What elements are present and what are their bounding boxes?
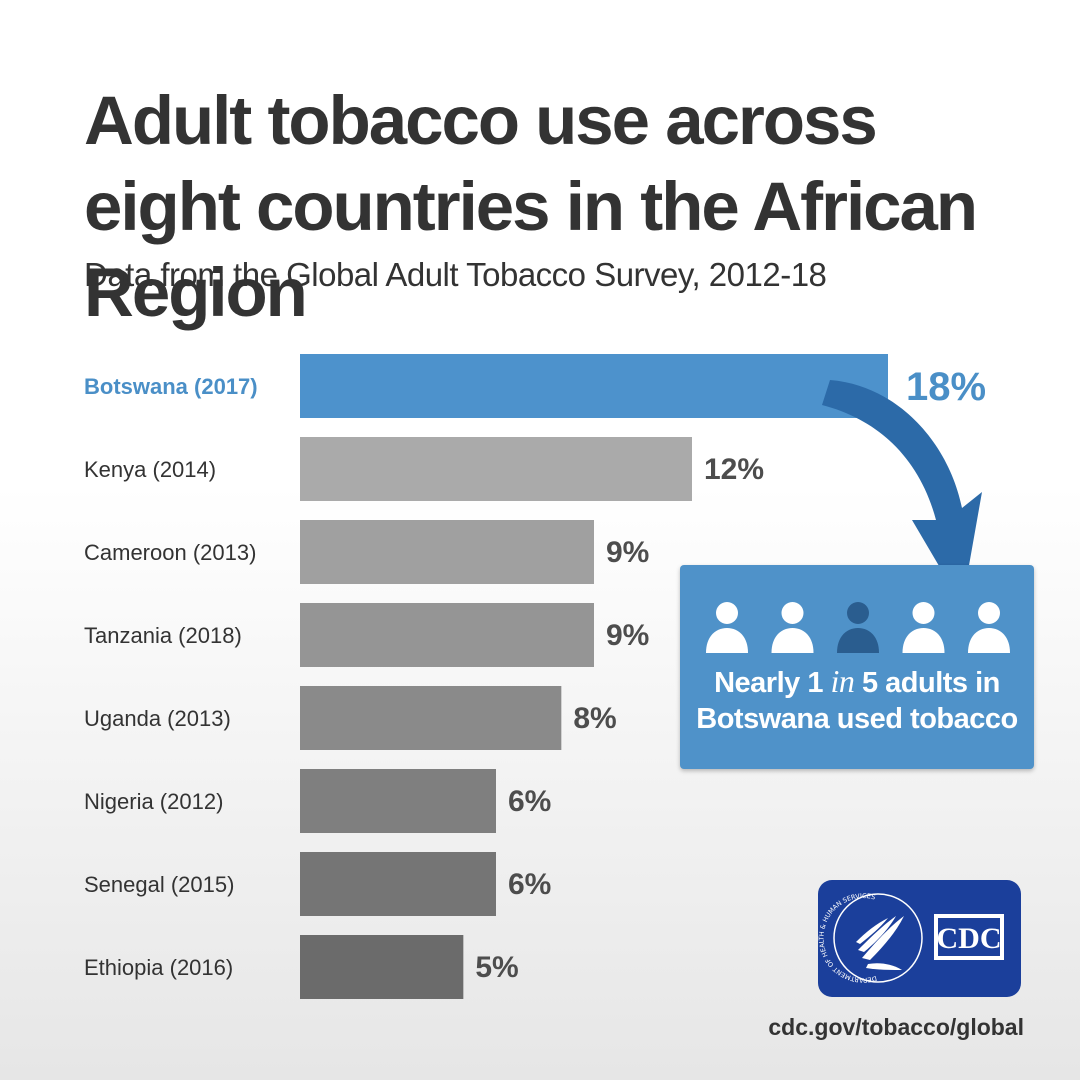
category-label-4: Uganda (2013) bbox=[84, 706, 231, 731]
callout-text-emphasis: in bbox=[830, 663, 855, 699]
callout-text-before: Nearly 1 bbox=[714, 667, 831, 699]
bar-2 bbox=[300, 520, 594, 584]
person-icon bbox=[902, 602, 945, 653]
callout-text-line2: Botswana used tobacco bbox=[696, 703, 1018, 735]
bar-0 bbox=[300, 354, 888, 418]
bar-6 bbox=[300, 852, 496, 916]
category-label-0: Botswana (2017) bbox=[84, 374, 258, 399]
value-label-4: 8% bbox=[573, 702, 616, 735]
category-label-3: Tanzania (2018) bbox=[84, 623, 242, 648]
callout-text: Nearly 1 in 5 adults in Botswana used to… bbox=[680, 663, 1034, 737]
category-label-1: Kenya (2014) bbox=[84, 457, 216, 482]
value-label-1: 12% bbox=[704, 453, 764, 486]
page-title: Adult tobacco use across eight countries… bbox=[84, 82, 978, 331]
people-icons bbox=[706, 602, 1010, 653]
value-label-0: 18% bbox=[906, 365, 986, 409]
cdc-text: CDC bbox=[937, 922, 1002, 955]
value-label-3: 9% bbox=[606, 619, 649, 652]
page-subtitle: Data from the Global Adult Tobacco Surve… bbox=[84, 256, 827, 293]
value-label-5: 6% bbox=[508, 785, 551, 818]
bar-7 bbox=[300, 935, 464, 999]
footer-url[interactable]: cdc.gov/tobacco/global bbox=[768, 1014, 1024, 1040]
callout-text-after: 5 adults in bbox=[854, 667, 1000, 699]
hhs-eagle-icon bbox=[856, 916, 904, 970]
category-label-2: Cameroon (2013) bbox=[84, 540, 256, 565]
callout-box: Nearly 1 in 5 adults in Botswana used to… bbox=[680, 565, 1034, 769]
value-label-7: 5% bbox=[475, 951, 518, 984]
person-icon bbox=[968, 602, 1010, 653]
person-icon bbox=[771, 602, 814, 653]
hhs-cdc-logo: DEPARTMENT OF HEALTH & HUMAN SERVICES US… bbox=[816, 874, 1021, 997]
value-label-6: 6% bbox=[508, 868, 551, 901]
bar-1 bbox=[300, 437, 692, 501]
person-icon bbox=[706, 602, 748, 653]
bar-4 bbox=[300, 686, 562, 750]
bars-layer: Botswana (2017) 18% Kenya (2014) 12% Cameroo… bbox=[84, 354, 986, 999]
hhs-seal-icon bbox=[833, 893, 923, 983]
category-label-5: Nigeria (2012) bbox=[84, 789, 223, 814]
category-label-7: Ethiopia (2016) bbox=[84, 955, 233, 980]
bar-5 bbox=[300, 769, 496, 833]
category-label-6: Senegal (2015) bbox=[84, 872, 234, 897]
curved-arrow-icon bbox=[822, 380, 982, 605]
value-label-2: 9% bbox=[606, 536, 649, 569]
person-icon bbox=[837, 602, 879, 653]
bar-3 bbox=[300, 603, 594, 667]
